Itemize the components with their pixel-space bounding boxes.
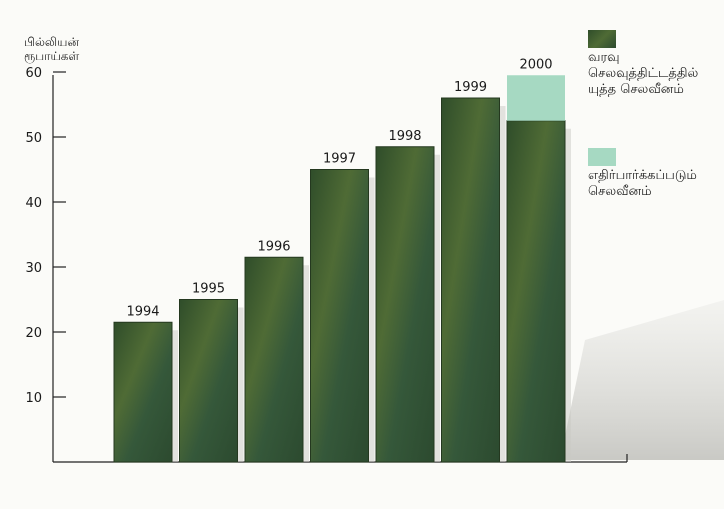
bar-war-expenditure: [310, 169, 369, 463]
bar-expected-expenditure: [507, 75, 565, 121]
y-tick-label: 50: [25, 131, 42, 146]
y-tick-label: 60: [25, 66, 42, 81]
bar-data-label: 2000: [519, 57, 552, 72]
y-tick-label: 30: [25, 261, 42, 276]
bar-data-label: 1998: [388, 129, 421, 144]
legend-swatch-expected-expenditure: [588, 148, 616, 166]
bar-data-label: 1997: [323, 152, 356, 167]
decorative-shadow: [560, 300, 724, 460]
legend-label-line-1: வரவு: [588, 50, 620, 65]
bar-war-expenditure: [506, 120, 566, 463]
bar-data-label: 1996: [257, 239, 290, 254]
legend-label-line-1: எதிர்பார்க்கப்படும்: [588, 168, 697, 183]
legend-item-expected-expenditure: எதிர்பார்க்கப்படும் செலவீனம்: [588, 148, 697, 200]
y-tick-label: 10: [25, 391, 42, 406]
bar-data-label: 1995: [192, 282, 225, 297]
bar-data-label: 1994: [126, 304, 159, 319]
legend-label-line-2: செலவுத்திட்டத்தில்: [588, 66, 699, 81]
y-axis-title-line-1: பில்லியன்: [24, 35, 79, 49]
y-tick-label: 40: [25, 196, 42, 211]
bar-data-label: 1999: [454, 80, 487, 95]
bar-war-expenditure: [179, 299, 238, 463]
legend-label-line-2: செலவீனம்: [588, 184, 652, 199]
legend-swatch-war-expenditure: [588, 30, 616, 48]
y-tick-label: 20: [25, 326, 42, 341]
legend-item-war-expenditure: வரவு செலவுத்திட்டத்தில் யுத்த செலவீனம்: [588, 30, 698, 98]
bar-war-expenditure: [441, 97, 500, 463]
bar-war-expenditure: [244, 256, 304, 463]
bar-war-expenditure: [113, 321, 173, 463]
bar-war-expenditure: [375, 146, 435, 463]
y-axis-title-line-2: ரூபாய்கள்: [24, 49, 79, 64]
legend-label-line-3: யுத்த செலவீனம்: [588, 82, 684, 97]
